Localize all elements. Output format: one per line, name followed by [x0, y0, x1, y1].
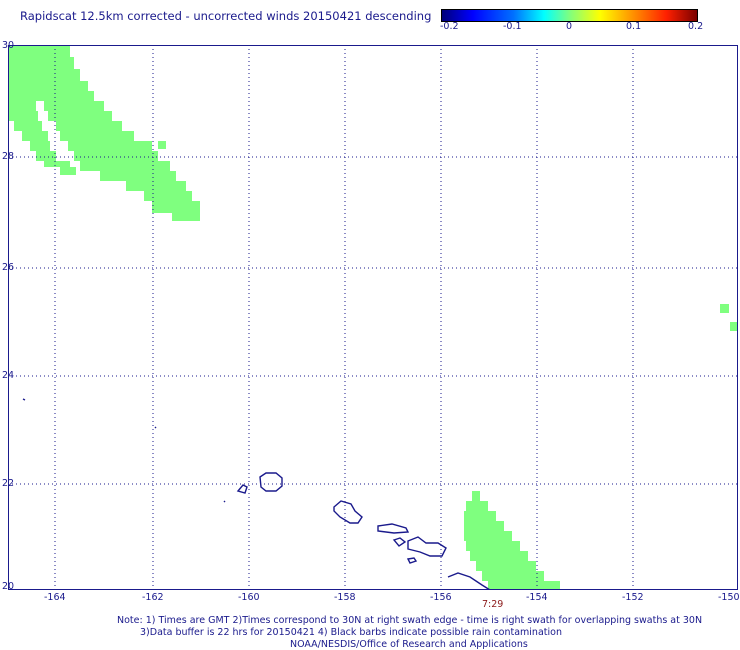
- lon-tick-label: -156: [430, 592, 452, 603]
- lon-tick-label: -160: [238, 592, 260, 603]
- island-maui: [407, 536, 447, 557]
- note-line-2: 3)Data buffer is 22 hrs for 20150421 4) …: [140, 627, 562, 638]
- map-panel: [8, 45, 738, 590]
- island-molokai: [377, 523, 410, 534]
- lat-tick-label: 26: [2, 262, 15, 273]
- lat-tick-label: 22: [2, 478, 15, 489]
- coastlines: [22, 398, 491, 590]
- note-line-1: Note: 1) Times are GMT 2)Times correspon…: [117, 615, 703, 626]
- lon-tick-label: -164: [44, 592, 66, 603]
- island-niihau-west: [236, 484, 248, 494]
- island-oahu: [333, 500, 363, 524]
- lon-tick-label: -162: [142, 592, 164, 603]
- colorbar-tick-label: -0.2: [440, 21, 459, 32]
- island-kauai: [259, 472, 283, 492]
- island-lanai: [392, 537, 407, 547]
- wind-swath-east: [720, 304, 738, 331]
- chart-title: Rapidscat 12.5km corrected - uncorrected…: [20, 9, 432, 23]
- wind-swath-north: [8, 45, 200, 221]
- island-kaula: [154, 426, 157, 429]
- swath-time-label: 7:29: [482, 599, 504, 610]
- lon-tick-label: -152: [622, 592, 644, 603]
- island-kahoolawe: [406, 557, 418, 564]
- lon-tick-label: -150: [718, 592, 740, 603]
- colorbar-tick-label: 0.1: [626, 21, 642, 32]
- map-frame: [8, 45, 738, 590]
- island-hawaii: [447, 572, 491, 590]
- lon-tick-label: -154: [526, 592, 548, 603]
- lat-lon-grid: [8, 45, 738, 590]
- island-lehua: [223, 500, 226, 503]
- lat-tick-label: 28: [2, 151, 15, 162]
- lon-tick-label: -158: [334, 592, 356, 603]
- colorbar-tick-label: 0.2: [688, 21, 704, 32]
- note-line-3: NOAA/NESDIS/Office of Research and Appli…: [290, 639, 528, 650]
- colorbar-tick-label: -0.1: [503, 21, 522, 32]
- lat-tick-label: 20: [2, 581, 15, 592]
- island-niihau: [22, 398, 26, 401]
- lat-tick-label: 24: [2, 370, 15, 381]
- wind-swath-south: [464, 491, 560, 590]
- colorbar-tick-label: 0: [566, 21, 573, 32]
- lat-tick-label: 30: [2, 40, 15, 51]
- colorbar: [441, 9, 698, 22]
